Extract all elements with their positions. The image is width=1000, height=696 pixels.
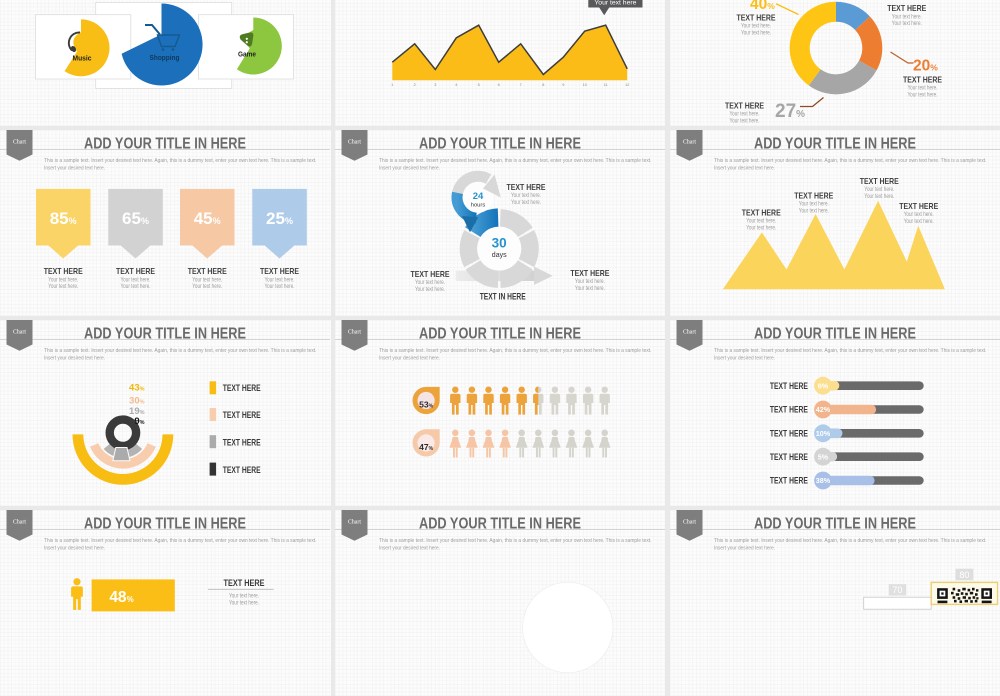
svg-text:TEXT HERE: TEXT HERE <box>770 451 808 461</box>
svg-text:43%: 43% <box>129 382 145 393</box>
svg-text:12: 12 <box>625 82 629 86</box>
svg-text:TEXT HERE: TEXT HERE <box>770 475 808 485</box>
svg-text:24: 24 <box>473 191 484 202</box>
svg-text:3: 3 <box>434 82 436 86</box>
svg-text:2: 2 <box>414 82 416 86</box>
svg-text:9: 9 <box>562 82 564 86</box>
svg-text:Music: Music <box>73 55 92 62</box>
svg-text:hours: hours <box>471 202 486 208</box>
svg-text:days: days <box>492 252 507 259</box>
svg-text:1: 1 <box>391 82 393 86</box>
svg-text:5: 5 <box>478 82 480 86</box>
svg-text:8: 8 <box>542 82 544 86</box>
svg-text:9%: 9% <box>134 416 144 427</box>
svg-text:Game: Game <box>238 51 256 58</box>
svg-text:Your text here: Your text here <box>594 0 636 6</box>
svg-text:TEXT HERE: TEXT HERE <box>223 437 261 447</box>
svg-text:TEXT HERE: TEXT HERE <box>224 578 265 588</box>
svg-text:30%: 30% <box>129 395 145 406</box>
svg-text:70: 70 <box>892 585 902 595</box>
svg-text:27%: 27% <box>775 101 805 122</box>
svg-text:40%: 40% <box>750 0 775 13</box>
svg-text:47%: 47% <box>419 441 434 451</box>
svg-text:6%: 6% <box>818 381 829 390</box>
svg-text:80: 80 <box>959 569 969 579</box>
svg-text:30: 30 <box>492 235 507 250</box>
svg-text:38%: 38% <box>816 476 831 485</box>
svg-text:TEXT HERE: TEXT HERE <box>223 464 261 474</box>
svg-text:53%: 53% <box>419 399 434 409</box>
svg-text:TEXT IN HERE: TEXT IN HERE <box>480 291 526 301</box>
svg-text:10: 10 <box>583 82 587 86</box>
svg-text:7: 7 <box>520 82 522 86</box>
svg-text:42%: 42% <box>816 405 831 414</box>
svg-text:TEXT HERE: TEXT HERE <box>223 383 261 393</box>
svg-text:4: 4 <box>455 82 457 86</box>
svg-text:19%: 19% <box>129 405 145 416</box>
svg-text:TEXT HERE: TEXT HERE <box>770 428 808 438</box>
svg-text:11: 11 <box>604 82 608 86</box>
svg-text:TEXT HERE: TEXT HERE <box>223 410 261 420</box>
svg-text:TEXT HERE: TEXT HERE <box>770 404 808 414</box>
svg-text:20%: 20% <box>913 57 938 74</box>
svg-text:Shopping: Shopping <box>150 52 180 61</box>
svg-text:5%: 5% <box>818 452 829 461</box>
svg-text:Your text here.: Your text here. <box>229 600 259 606</box>
svg-text:TEXT HERE: TEXT HERE <box>770 380 808 390</box>
svg-text:Your text here.: Your text here. <box>229 593 259 599</box>
svg-text:10%: 10% <box>816 428 831 437</box>
svg-text:6: 6 <box>498 82 500 86</box>
